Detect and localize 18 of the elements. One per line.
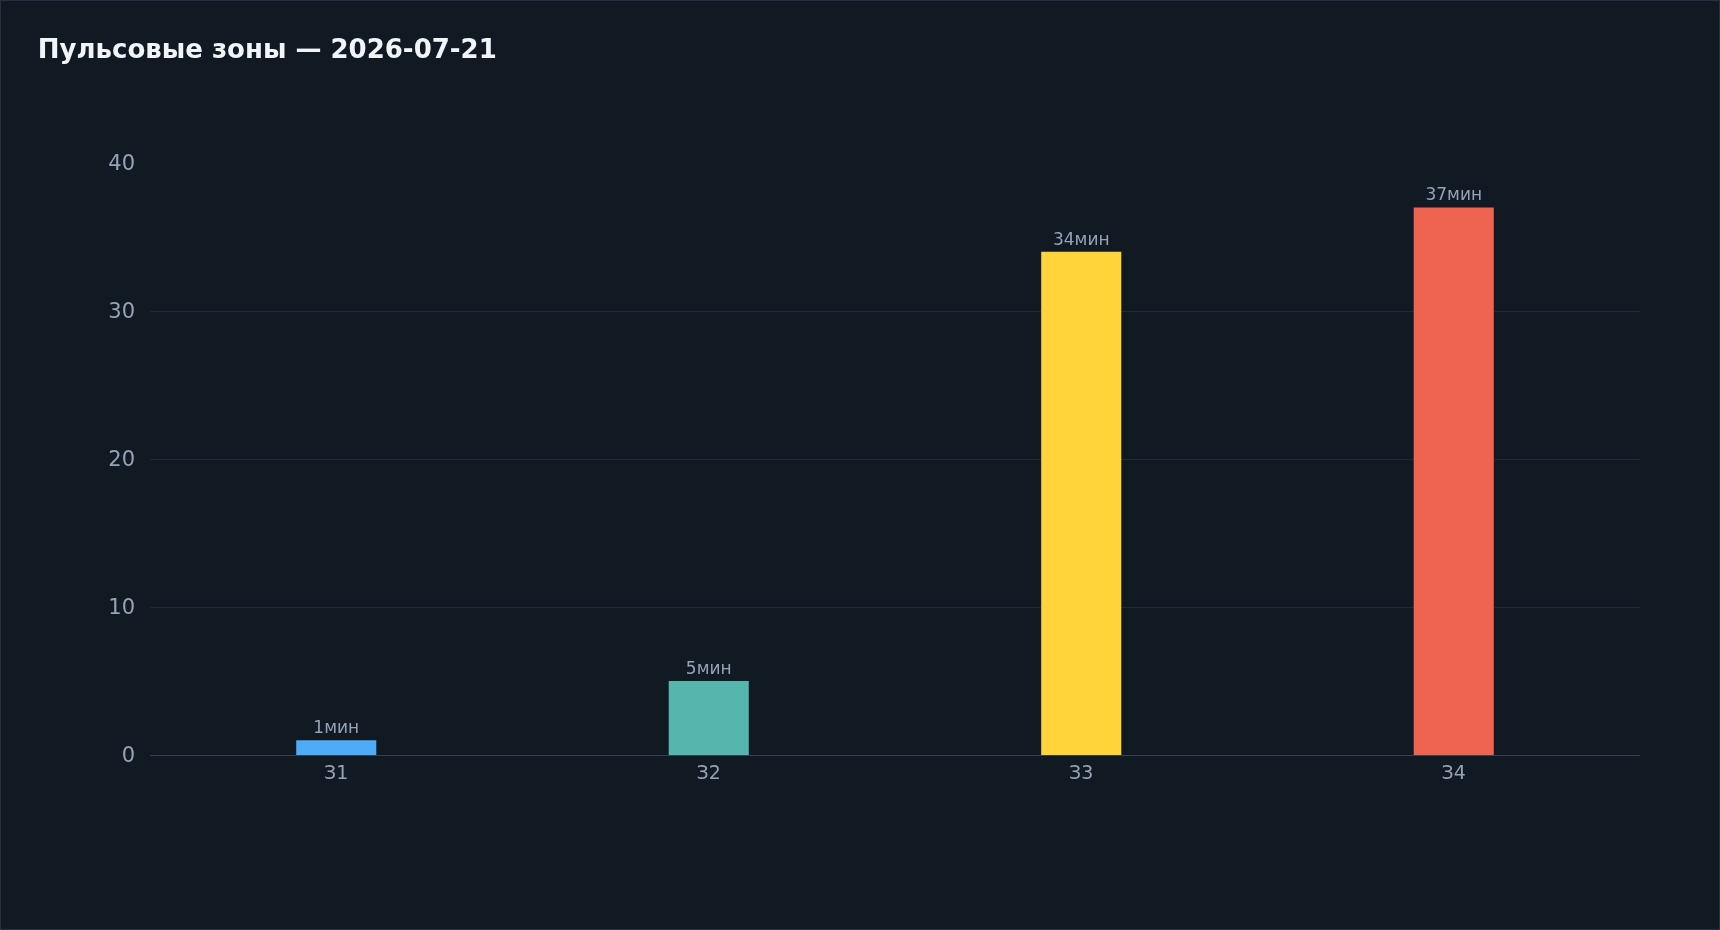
data-label: 37мин — [1425, 184, 1483, 205]
data-label: 1мин — [313, 717, 360, 738]
x-tick-label: З1 — [324, 760, 349, 783]
bar — [1413, 207, 1494, 755]
bar — [296, 740, 377, 755]
x-tick-label: З3 — [1069, 760, 1094, 783]
bar — [1041, 251, 1122, 755]
data-label: 34мин — [1052, 228, 1110, 249]
y-tick-label: 20 — [108, 447, 135, 472]
y-tick-label: 40 — [108, 151, 135, 176]
y-tick-label: 10 — [108, 595, 135, 620]
y-tick-label: 0 — [121, 743, 135, 768]
x-tick-label: З2 — [696, 760, 721, 783]
chart-title: Пульсовые зоны — 2026-07-21 — [37, 34, 497, 65]
y-tick-label: 30 — [108, 299, 135, 324]
bar — [668, 681, 749, 755]
x-tick-label: З4 — [1441, 760, 1466, 783]
data-label: 5мин — [685, 658, 732, 678]
